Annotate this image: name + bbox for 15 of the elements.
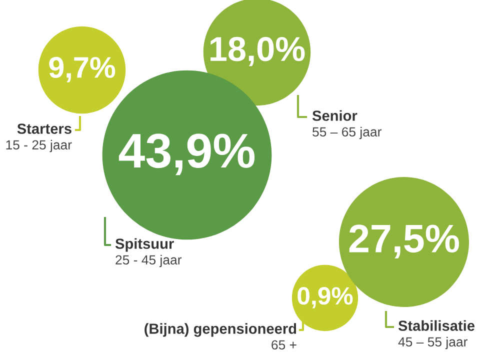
text: 45 – 55 jaar xyxy=(398,336,468,350)
text: 65 + xyxy=(272,340,296,350)
text: 25 - 45 jaar xyxy=(116,254,182,268)
category-label: Spitsuur xyxy=(115,238,174,252)
data-label: 43,9% xyxy=(118,134,255,176)
text: 55 – 65 jaar xyxy=(312,126,382,140)
category-label: Stabilisatie xyxy=(398,320,474,331)
data-label: 0,9% xyxy=(298,287,353,308)
category-label: Starters xyxy=(17,124,72,134)
data-label: 9,7% xyxy=(49,56,116,82)
data-label: 27,5% xyxy=(349,224,459,258)
category-label: (Bijna) gepensioneerd xyxy=(144,323,296,337)
category-label: Senior xyxy=(312,110,358,121)
text: 15 - 25 jaar xyxy=(6,140,72,152)
data-label: 18,0% xyxy=(210,36,305,66)
